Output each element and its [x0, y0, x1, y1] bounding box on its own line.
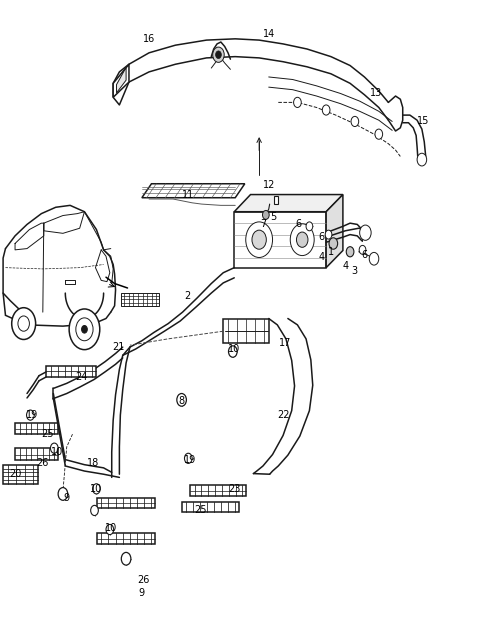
Text: 6: 6: [318, 232, 324, 242]
Circle shape: [346, 247, 354, 257]
Text: 6: 6: [295, 219, 301, 229]
Circle shape: [246, 222, 273, 257]
Text: 15: 15: [417, 117, 429, 127]
Text: 19: 19: [25, 410, 38, 420]
Text: 9: 9: [64, 493, 70, 503]
Polygon shape: [113, 64, 129, 97]
Text: 3: 3: [352, 266, 358, 276]
Text: 10: 10: [51, 447, 63, 457]
Circle shape: [375, 129, 383, 140]
Text: 21: 21: [112, 342, 124, 352]
Circle shape: [252, 230, 266, 249]
Text: 24: 24: [75, 372, 87, 382]
Text: 25: 25: [41, 429, 54, 439]
Text: 4: 4: [342, 261, 348, 271]
Polygon shape: [326, 194, 343, 268]
Circle shape: [121, 552, 131, 565]
Text: 10: 10: [90, 484, 103, 494]
Text: 6: 6: [361, 250, 368, 260]
Text: 12: 12: [263, 180, 275, 190]
Polygon shape: [234, 194, 343, 211]
Polygon shape: [15, 424, 58, 434]
Polygon shape: [142, 183, 245, 197]
Text: 9: 9: [139, 588, 145, 598]
Text: 5: 5: [270, 211, 276, 222]
Polygon shape: [190, 485, 246, 496]
Polygon shape: [234, 211, 326, 268]
Circle shape: [359, 245, 366, 254]
Circle shape: [91, 505, 98, 515]
Text: 14: 14: [263, 29, 275, 39]
Circle shape: [294, 97, 301, 108]
Circle shape: [93, 483, 100, 494]
Text: 10: 10: [228, 344, 240, 354]
Text: 20: 20: [9, 469, 21, 479]
Text: 22: 22: [277, 410, 289, 420]
Circle shape: [177, 394, 186, 406]
Circle shape: [58, 487, 68, 500]
Polygon shape: [275, 196, 278, 204]
Circle shape: [69, 309, 100, 350]
Polygon shape: [46, 366, 96, 377]
Circle shape: [263, 210, 269, 219]
Text: 11: 11: [182, 190, 194, 199]
Circle shape: [329, 238, 337, 249]
Polygon shape: [223, 318, 269, 343]
Text: 25: 25: [194, 505, 207, 515]
Polygon shape: [181, 501, 239, 512]
Circle shape: [76, 318, 93, 341]
Text: 18: 18: [86, 459, 99, 468]
Text: 26: 26: [137, 575, 149, 585]
Text: 13: 13: [370, 88, 383, 98]
Circle shape: [323, 105, 330, 115]
Text: 2: 2: [184, 291, 191, 301]
Text: 4: 4: [318, 252, 324, 262]
Circle shape: [82, 326, 87, 333]
Polygon shape: [121, 293, 158, 306]
Polygon shape: [97, 533, 155, 544]
Circle shape: [106, 524, 114, 534]
Circle shape: [351, 117, 359, 127]
Polygon shape: [117, 68, 126, 93]
Polygon shape: [3, 464, 38, 483]
Text: 19: 19: [184, 455, 196, 464]
Text: 23: 23: [228, 484, 240, 494]
Circle shape: [325, 230, 332, 239]
Text: 17: 17: [279, 338, 292, 348]
Circle shape: [18, 316, 29, 331]
Circle shape: [12, 308, 36, 340]
Circle shape: [369, 252, 379, 265]
Circle shape: [184, 454, 192, 464]
Text: 7: 7: [260, 219, 266, 229]
Text: 1: 1: [328, 247, 334, 257]
Circle shape: [360, 225, 371, 240]
Circle shape: [213, 47, 224, 62]
Text: 10: 10: [105, 523, 117, 533]
Circle shape: [50, 443, 58, 454]
Circle shape: [26, 410, 34, 420]
Circle shape: [297, 232, 308, 247]
Circle shape: [306, 222, 313, 231]
Circle shape: [216, 51, 221, 59]
Circle shape: [417, 154, 427, 166]
Circle shape: [228, 346, 237, 357]
Text: 26: 26: [36, 459, 49, 468]
Text: 8: 8: [179, 396, 185, 406]
Polygon shape: [15, 448, 58, 460]
Text: 16: 16: [143, 34, 155, 44]
Polygon shape: [97, 497, 155, 508]
Circle shape: [290, 224, 314, 255]
